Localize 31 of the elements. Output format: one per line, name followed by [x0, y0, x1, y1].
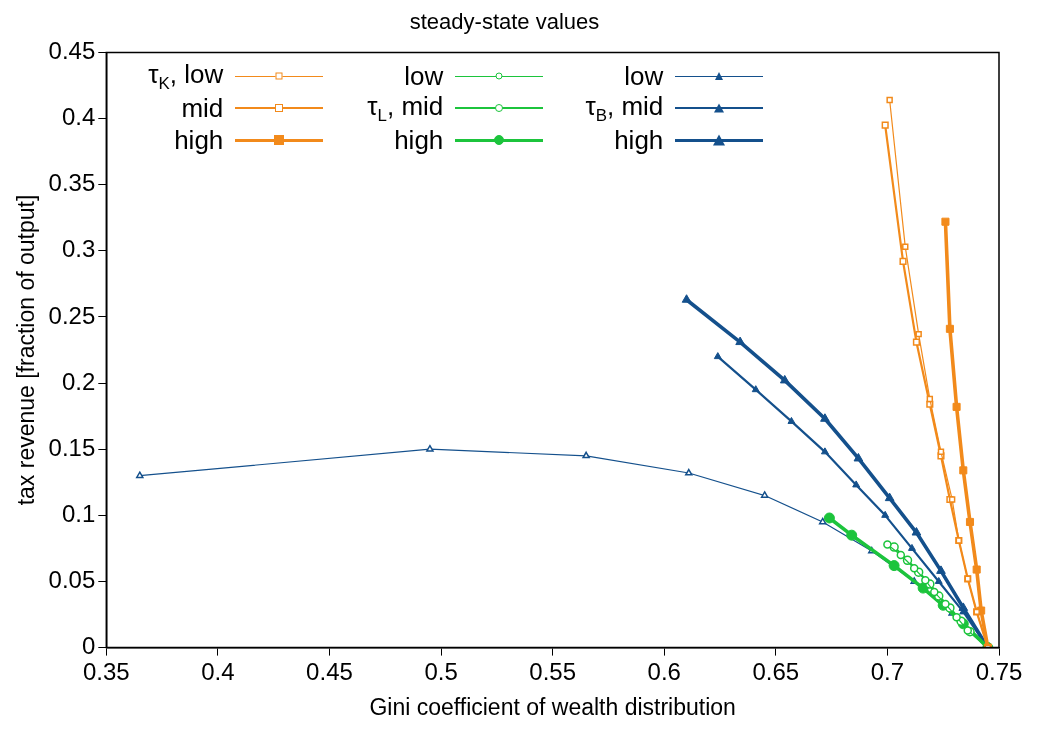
legend-label: high — [394, 124, 444, 156]
x-tick-label: 0.7 — [870, 657, 905, 685]
y-tick-label: 0.1 — [61, 499, 96, 527]
x-tick-label: 0.35 — [82, 657, 130, 685]
legend-label: low — [404, 60, 444, 92]
legend-label: τ$_{L}$, mid — [367, 90, 444, 126]
x-tick-label: 0.45 — [306, 657, 353, 685]
x-tick-label: 0.75 — [975, 657, 1023, 685]
y-tick-label: 0.2 — [61, 367, 96, 395]
y-tick-label: 0.45 — [48, 37, 96, 65]
x-tick-label: 0.55 — [529, 657, 577, 685]
y-tick-label: 0 — [81, 632, 96, 660]
x-tick-label: 0.65 — [752, 657, 800, 685]
x-tick-label: 0.4 — [201, 657, 235, 685]
legend-label: high — [174, 124, 224, 156]
legend-label: τ$_{K}$, low — [148, 58, 224, 94]
legend-label: τ$_{B}$, mid — [585, 90, 664, 126]
x-tick-label: 0.6 — [647, 657, 681, 685]
x-tick-label: 0.5 — [424, 657, 458, 685]
y-axis-title: tax revenue [fraction of output] — [13, 194, 40, 506]
y-tick-label: 0.25 — [48, 301, 96, 329]
y-tick-label: 0.05 — [48, 566, 96, 594]
y-tick-label: 0.15 — [48, 433, 96, 461]
legend-label: low — [624, 60, 664, 92]
legend-label: high — [614, 124, 664, 156]
legend-label: mid — [181, 92, 224, 124]
y-tick-label: 0.3 — [61, 235, 96, 263]
x-axis-title: Gini coefficient of wealth distribution — [369, 693, 736, 720]
chart-title: steady-state values — [409, 9, 600, 35]
y-tick-label: 0.35 — [48, 169, 96, 197]
y-tick-label: 0.4 — [61, 103, 96, 131]
